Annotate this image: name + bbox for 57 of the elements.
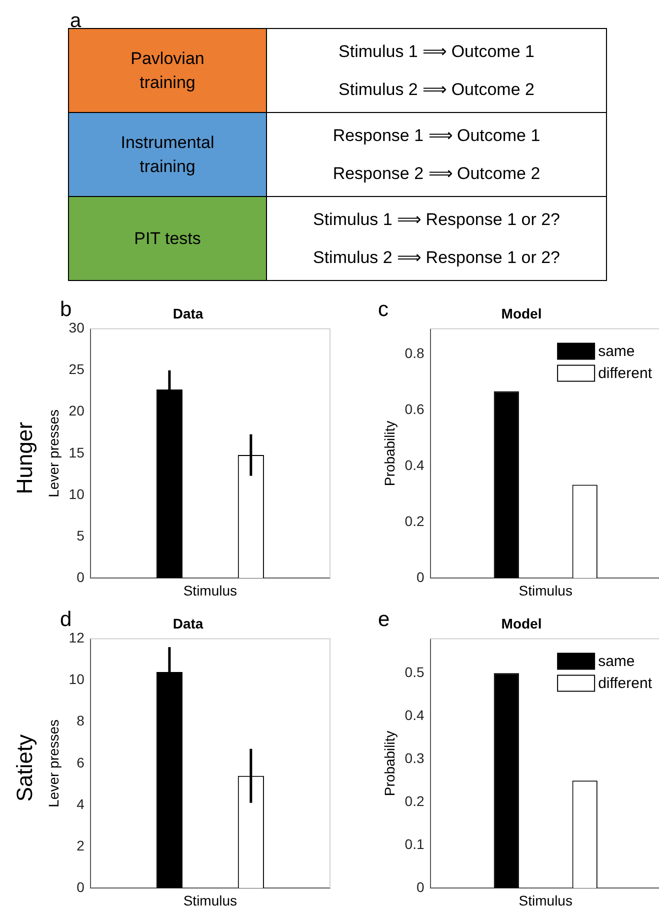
y-axis-title: Lever presses [45, 719, 62, 808]
y-tick-label: 0.4 [404, 706, 424, 723]
text: Pavlovian training [130, 48, 206, 94]
text: e [378, 608, 390, 632]
y-tick-label: 10 [68, 486, 85, 502]
y-tick-label: 30 [68, 320, 85, 336]
text: Stimulus 2 ⟹ Response 1 or 2? [312, 246, 560, 268]
x-axis-title: Stimulus [183, 892, 238, 908]
y-tick-label: 20 [68, 402, 85, 419]
y-axis-title: Probability [381, 420, 398, 486]
x-axis-title: Stimulus [183, 582, 238, 598]
y-tick-label: 5 [76, 527, 85, 544]
text: a [70, 10, 82, 33]
y-tick-label: 12 [68, 630, 85, 646]
y-tick-label: 10 [68, 671, 85, 688]
y-tick-label: 0 [76, 878, 85, 895]
chart-title: Model [501, 305, 542, 322]
y-tick-label: 0.6 [404, 400, 424, 417]
text: Response 1 ⟹ Outcome 1 [332, 125, 540, 146]
y-tick-label: 2 [76, 837, 85, 854]
x-axis-title: Stimulus [518, 892, 572, 908]
legend-label: different [598, 364, 653, 382]
chart-title: Data [172, 615, 204, 632]
y-tick-label: 0.2 [404, 792, 424, 809]
text: d [60, 608, 72, 632]
y-tick-label: 0.3 [404, 750, 424, 766]
y-tick-label: 25 [68, 361, 85, 378]
text: PIT tests [133, 228, 202, 250]
legend-label: same [598, 652, 635, 670]
legend-label: same [598, 342, 635, 360]
chart-title: Data [172, 305, 204, 322]
y-tick-label: 0 [416, 568, 424, 585]
y-tick-label: 8 [76, 712, 85, 729]
y-axis-title: Probability [381, 730, 398, 796]
text: Instrumental training [120, 132, 216, 178]
y-tick-label: 15 [68, 444, 85, 460]
chart-title: Model [501, 615, 542, 632]
y-tick-label: 0 [416, 878, 424, 895]
text: b [60, 298, 72, 322]
y-tick-label: 0.1 [404, 836, 424, 852]
legend-label: different [598, 674, 653, 692]
y-tick-label: 6 [76, 754, 85, 770]
text: Response 2 ⟹ Outcome 2 [332, 162, 540, 184]
text: Stimulus 1 ⟹ Response 1 or 2? [312, 209, 560, 230]
x-axis-title: Stimulus [518, 582, 572, 598]
text: Hunger [12, 422, 38, 494]
y-axis-title: Lever presses [45, 409, 62, 498]
text: Stimulus 2 ⟹ Outcome 2 [338, 78, 534, 100]
y-tick-label: 0 [76, 568, 85, 585]
text: c [378, 298, 388, 322]
text: Stimulus 1 ⟹ Outcome 1 [338, 41, 534, 62]
y-tick-label: 0.5 [404, 664, 424, 680]
y-tick-label: 0.2 [404, 512, 424, 529]
text: Satiety [12, 734, 38, 802]
y-tick-label: 0.4 [404, 456, 424, 473]
y-tick-label: 0.8 [404, 344, 424, 361]
y-tick-label: 4 [76, 796, 85, 812]
